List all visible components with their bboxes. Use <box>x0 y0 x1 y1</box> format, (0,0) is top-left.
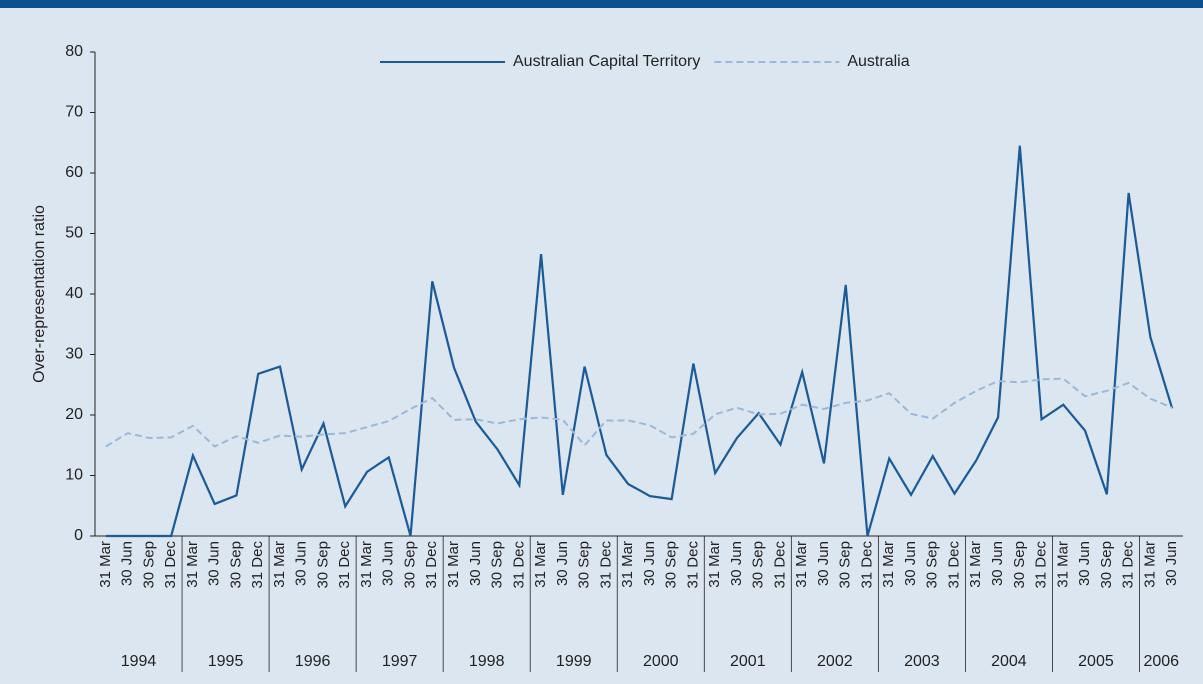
x-tick-label: 30 Sep <box>1011 541 1028 589</box>
x-tick-label: 31 Mar <box>271 541 288 588</box>
x-tick-label: 30 Sep <box>750 541 767 589</box>
x-group-label: 1998 <box>469 653 505 670</box>
x-tick-label: 30 Jun <box>206 541 223 586</box>
x-tick-label: 30 Jun <box>815 541 832 586</box>
x-tick-label: 30 Jun <box>119 541 136 586</box>
x-tick-label: 31 Mar <box>1141 541 1158 588</box>
x-tick-label: 31 Dec <box>162 541 179 589</box>
y-tick-label: 80 <box>65 43 83 60</box>
x-tick-label: 31 Dec <box>858 541 875 589</box>
x-tick-label: 30 Sep <box>1098 541 1115 589</box>
x-tick-label: 31 Mar <box>967 541 984 588</box>
y-axis-label: Over-representation ratio <box>31 205 48 383</box>
x-tick-label: 31 Mar <box>445 541 462 588</box>
x-tick-label: 30 Sep <box>663 541 680 589</box>
x-tick-label: 31 Dec <box>1120 541 1137 589</box>
x-tick-label: 31 Dec <box>945 541 962 589</box>
y-tick-label: 30 <box>65 346 83 363</box>
x-tick-label: 30 Sep <box>314 541 331 589</box>
y-tick-label: 50 <box>65 225 83 242</box>
x-tick-label: 30 Jun <box>728 541 745 586</box>
x-tick-label: 31 Mar <box>619 541 636 588</box>
x-group-label: 1999 <box>556 653 592 670</box>
x-tick-label: 30 Sep <box>140 541 157 589</box>
x-tick-label: 30 Jun <box>641 541 658 586</box>
x-tick-label: 30 Jun <box>554 541 571 586</box>
x-group-label: 2003 <box>904 653 940 670</box>
x-tick-label: 30 Jun <box>1163 541 1180 586</box>
x-tick-label: 30 Sep <box>924 541 941 589</box>
x-tick-label: 30 Sep <box>227 541 244 589</box>
top-band <box>0 0 1203 8</box>
x-tick-label: 31 Dec <box>684 541 701 589</box>
x-tick-label: 31 Dec <box>510 541 527 589</box>
x-tick-label: 30 Sep <box>576 541 593 589</box>
x-tick-label: 31 Mar <box>793 541 810 588</box>
x-group-label: 2005 <box>1078 653 1114 670</box>
x-group-label: 2004 <box>991 653 1027 670</box>
x-group-label: 1996 <box>295 653 331 670</box>
x-tick-label: 31 Dec <box>249 541 266 589</box>
x-tick-label: 30 Jun <box>902 541 919 586</box>
x-tick-label: 31 Mar <box>97 541 114 588</box>
x-tick-label: 31 Mar <box>358 541 375 588</box>
x-tick-label: 30 Jun <box>467 541 484 586</box>
y-tick-label: 20 <box>65 406 83 423</box>
x-tick-label: 30 Sep <box>489 541 506 589</box>
x-group-label: 1994 <box>121 653 157 670</box>
x-tick-label: 31 Dec <box>336 541 353 589</box>
y-tick-label: 40 <box>65 285 83 302</box>
x-tick-label: 31 Dec <box>597 541 614 589</box>
x-group-label: 2006 <box>1143 653 1179 670</box>
x-tick-label: 31 Dec <box>771 541 788 589</box>
y-tick-label: 60 <box>65 164 83 181</box>
x-tick-label: 31 Dec <box>423 541 440 589</box>
x-tick-label: 31 Dec <box>1033 541 1050 589</box>
x-tick-label: 30 Jun <box>293 541 310 586</box>
x-tick-label: 31 Mar <box>532 541 549 588</box>
x-group-label: 1997 <box>382 653 418 670</box>
x-tick-label: 31 Mar <box>1054 541 1071 588</box>
x-group-label: 1995 <box>208 653 244 670</box>
x-tick-label: 31 Mar <box>706 541 723 588</box>
legend-label: Australia <box>847 53 909 70</box>
x-tick-label: 31 Mar <box>184 541 201 588</box>
x-group-label: 2000 <box>643 653 679 670</box>
x-group-label: 2002 <box>817 653 853 670</box>
series-line <box>105 377 1173 448</box>
legend-label: Australian Capital Territory <box>513 53 700 70</box>
y-tick-label: 10 <box>65 467 83 484</box>
x-tick-label: 30 Sep <box>401 541 418 589</box>
x-tick-label: 30 Sep <box>837 541 854 589</box>
y-tick-label: 70 <box>65 104 83 121</box>
x-tick-label: 31 Mar <box>880 541 897 588</box>
y-tick-label: 0 <box>74 527 83 544</box>
series-line <box>105 145 1174 538</box>
x-tick-label: 30 Jun <box>380 541 397 586</box>
x-tick-label: 30 Jun <box>1076 541 1093 586</box>
x-tick-label: 30 Jun <box>989 541 1006 586</box>
x-group-label: 2001 <box>730 653 766 670</box>
